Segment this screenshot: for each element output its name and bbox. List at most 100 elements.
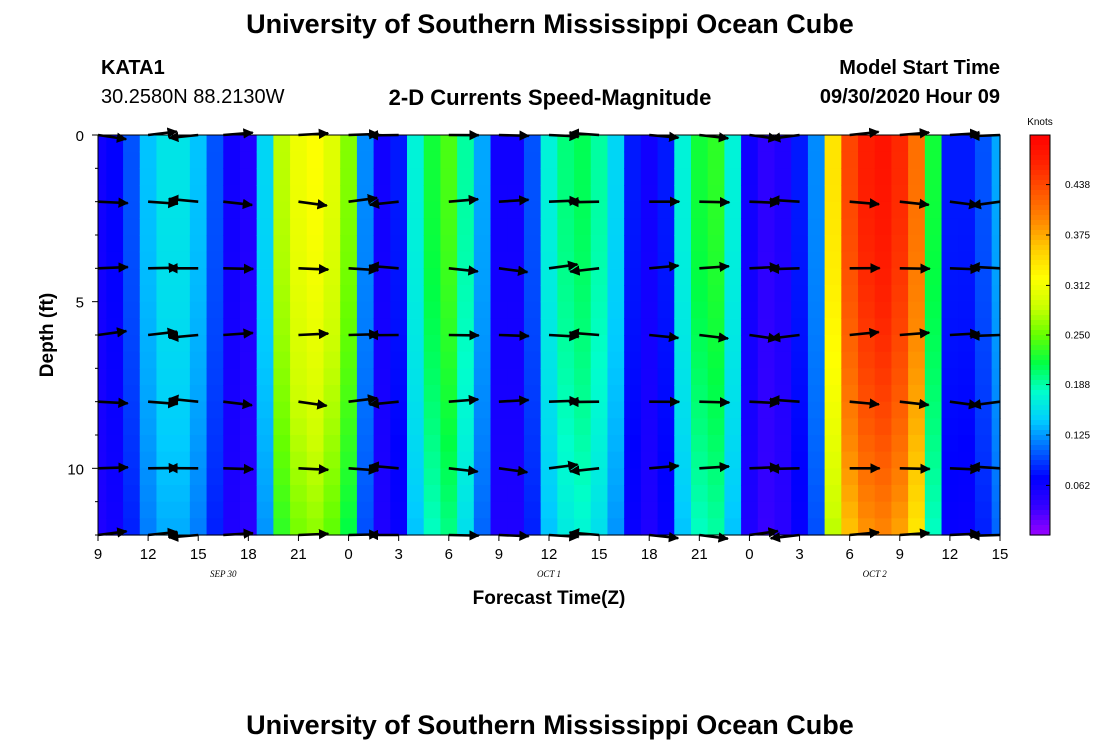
- heat-cell: [574, 301, 592, 319]
- heat-cell: [123, 301, 141, 319]
- heat-cell: [490, 185, 508, 203]
- current-vector: [348, 194, 379, 205]
- heat-cell: [123, 485, 141, 503]
- heat-cell: [774, 218, 792, 236]
- heat-cell: [273, 251, 291, 269]
- current-vector: [768, 195, 800, 206]
- heat-cell: [390, 218, 408, 236]
- heat-cell: [841, 285, 859, 303]
- heat-cell: [707, 268, 725, 286]
- heat-cell: [340, 301, 358, 319]
- heat-cell: [974, 235, 993, 253]
- heat-cell: [507, 418, 525, 436]
- heat-cell: [340, 518, 358, 536]
- colorbar-band: [1030, 370, 1050, 376]
- colorbar-band: [1030, 140, 1050, 146]
- heat-cell: [356, 368, 375, 386]
- heat-cell: [741, 368, 759, 386]
- heat-cell: [991, 435, 1001, 453]
- heat-cell: [139, 301, 158, 319]
- heat-cell: [874, 135, 893, 153]
- heat-cell: [640, 418, 659, 436]
- heat-cell: [340, 285, 358, 303]
- heat-cell: [106, 151, 124, 169]
- heat-cell: [256, 168, 274, 186]
- heat-cell: [540, 201, 558, 219]
- current-vector: [368, 261, 399, 272]
- heat-cell: [590, 401, 609, 419]
- colorbar-band: [1030, 485, 1050, 491]
- heat-cell: [724, 168, 742, 186]
- heat-cell: [123, 218, 141, 236]
- current-vector: [168, 394, 199, 405]
- current-vector: [548, 330, 580, 342]
- heat-cell: [390, 368, 408, 386]
- current-vector: [568, 328, 600, 339]
- heat-cell: [757, 485, 776, 503]
- heat-cell: [908, 501, 926, 519]
- heat-cell: [206, 218, 224, 236]
- heat-cell: [139, 285, 158, 303]
- heat-cell: [239, 251, 258, 269]
- heat-cell: [590, 201, 609, 219]
- heat-cell: [757, 201, 776, 219]
- heat-cell: [891, 201, 909, 219]
- heat-cell: [958, 485, 976, 503]
- heat-cell: [490, 418, 508, 436]
- heat-cell: [824, 468, 842, 486]
- current-vector: [498, 465, 529, 477]
- heat-cell: [690, 301, 709, 319]
- heat-cell: [440, 418, 458, 436]
- heat-cell: [858, 251, 876, 269]
- heat-cell: [540, 435, 558, 453]
- heat-cell: [824, 151, 842, 169]
- heat-cell: [690, 451, 709, 469]
- colorbar-band: [1030, 345, 1050, 351]
- heat-cell: [507, 151, 525, 169]
- x-tick-label: 6: [845, 546, 853, 563]
- heat-cell: [98, 501, 107, 519]
- heat-cell: [824, 168, 842, 186]
- current-vector: [448, 265, 479, 276]
- heat-cell: [507, 451, 525, 469]
- heat-cell: [724, 201, 742, 219]
- heat-cell: [657, 218, 675, 236]
- heat-cell: [590, 301, 609, 319]
- heat-cell: [423, 501, 442, 519]
- model-start-label: Model Start Time: [839, 57, 1000, 79]
- heat-cell: [891, 351, 909, 369]
- heat-cell: [423, 401, 442, 419]
- heat-cell: [473, 235, 492, 253]
- heat-cell: [824, 451, 842, 469]
- heat-cell: [106, 468, 124, 486]
- colorbar-band: [1030, 465, 1050, 471]
- heat-cell: [891, 368, 909, 386]
- heat-cell: [657, 185, 675, 203]
- heat-cell: [741, 451, 759, 469]
- x-tick-label: 21: [691, 546, 708, 563]
- heat-cell: [908, 151, 926, 169]
- heat-cell: [223, 318, 241, 336]
- heat-cell: [306, 385, 325, 403]
- heat-cell: [457, 285, 475, 303]
- heat-cell: [657, 285, 675, 303]
- colorbar-band: [1030, 395, 1050, 401]
- heat-cell: [173, 251, 191, 269]
- heat-cell: [123, 501, 141, 519]
- heat-cell: [390, 335, 408, 353]
- heat-cell: [974, 185, 993, 203]
- heat-cell: [574, 401, 592, 419]
- heat-cell: [674, 385, 692, 403]
- heat-cell: [490, 151, 508, 169]
- heat-cell: [523, 351, 542, 369]
- station-coordinates: 30.2580N 88.2130W: [101, 86, 285, 108]
- heat-cell: [824, 401, 842, 419]
- colorbar-band: [1030, 240, 1050, 246]
- chart-subtitle: 2-D Currents Speed-Magnitude: [388, 85, 712, 110]
- heat-cell: [774, 368, 792, 386]
- heat-cell: [239, 418, 258, 436]
- x-tick-label: 0: [745, 546, 753, 563]
- heat-cell: [941, 468, 959, 486]
- heat-cell: [674, 468, 692, 486]
